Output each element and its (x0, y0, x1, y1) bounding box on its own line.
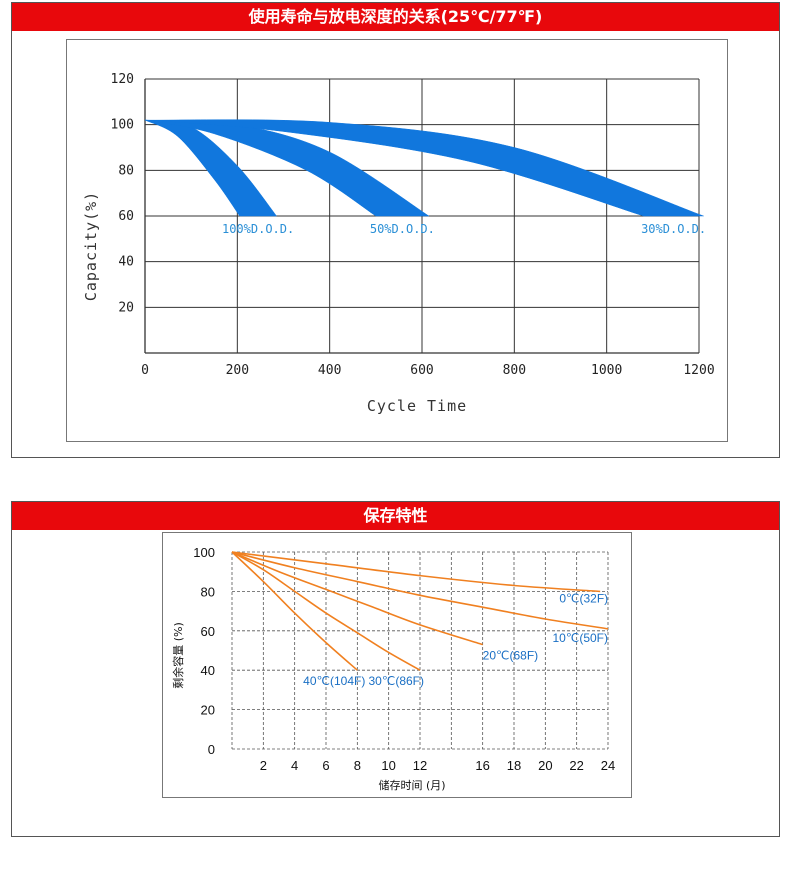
temp-label: 30℃(86F) (369, 674, 425, 688)
y-tick-label: 80 (201, 584, 215, 599)
y-tick-label: 80 (118, 163, 134, 178)
y-tick-label: 20 (201, 703, 215, 718)
storage-curve (231, 551, 609, 630)
x-tick-label: 18 (507, 758, 521, 773)
temp-label: 0℃(32F) (559, 591, 608, 605)
y-tick-label: 60 (201, 624, 215, 639)
x-tick-label: 2 (260, 758, 267, 773)
y-tick-label: 120 (111, 72, 134, 87)
storage-curve (231, 551, 358, 671)
dod-band (144, 119, 704, 217)
x-axis-title: Cycle Time (367, 397, 467, 415)
y-tick-label: 20 (118, 300, 134, 315)
y-axis-title: Capacity(%) (82, 191, 100, 301)
y-tick-label: 100 (193, 545, 215, 560)
storage-header: 保存特性 (12, 502, 779, 530)
y-axis-title: 剩余容量 (%) (171, 622, 185, 689)
y-tick-label: 40 (118, 255, 134, 270)
cycle-life-frame (66, 39, 728, 442)
x-tick-label: 24 (601, 758, 615, 773)
x-axis-title: 储存时间 (月) (378, 778, 445, 792)
x-tick-label: 16 (475, 758, 489, 773)
temp-label: 20℃(68F) (483, 649, 538, 663)
dod-label: 100%D.O.D. (222, 222, 294, 236)
storage-frame (162, 532, 632, 798)
cycle-life-chart: 100%D.O.D. 50%D.O.D. 30%D.O.D. 0 200 400 600 80… (82, 72, 715, 415)
y-tick-label: 0 (208, 742, 215, 757)
x-tick-label: 800 (503, 363, 526, 378)
dod-label: 50%D.O.D. (370, 222, 435, 236)
y-tick-label: 40 (201, 663, 215, 678)
storage-curve (231, 551, 601, 593)
cycle-life-header: 使用寿命与放电深度的关系(25℃/77℉) (12, 3, 779, 31)
dod-label: 30%D.O.D. (641, 222, 706, 236)
y-tick-label: 60 (118, 209, 134, 224)
temp-label: 10℃(50F) (553, 631, 609, 645)
x-tick-label: 4 (291, 758, 298, 773)
y-tick-label: 100 (111, 118, 134, 133)
x-tick-label: 1200 (683, 363, 714, 378)
x-tick-label: 0 (141, 363, 149, 378)
storage-chart: 0℃(32F) 10℃(50F) 20℃(68F) 30℃(86F) 40℃(104F)… (171, 545, 615, 792)
storage-curve (231, 551, 483, 646)
x-tick-label: 1000 (591, 363, 622, 378)
x-tick-label: 6 (322, 758, 329, 773)
storage-section: 保存特性 0℃(32F) 10℃(50F) 20℃(68F) 30℃(86F) 40℃(… (11, 501, 780, 837)
x-tick-label: 8 (354, 758, 361, 773)
x-tick-label: 10 (381, 758, 395, 773)
cycle-life-section: 使用寿命与放电深度的关系(25℃/77℉) 100%D.O.D. 50%D.O.D… (11, 2, 780, 458)
x-tick-label: 200 (226, 363, 249, 378)
storage-curve (231, 551, 421, 671)
x-tick-label: 20 (538, 758, 552, 773)
x-tick-label: 400 (318, 363, 341, 378)
temp-label: 40℃(104F) (303, 674, 365, 688)
x-tick-label: 22 (569, 758, 583, 773)
x-tick-label: 600 (410, 363, 433, 378)
x-tick-label: 12 (413, 758, 427, 773)
